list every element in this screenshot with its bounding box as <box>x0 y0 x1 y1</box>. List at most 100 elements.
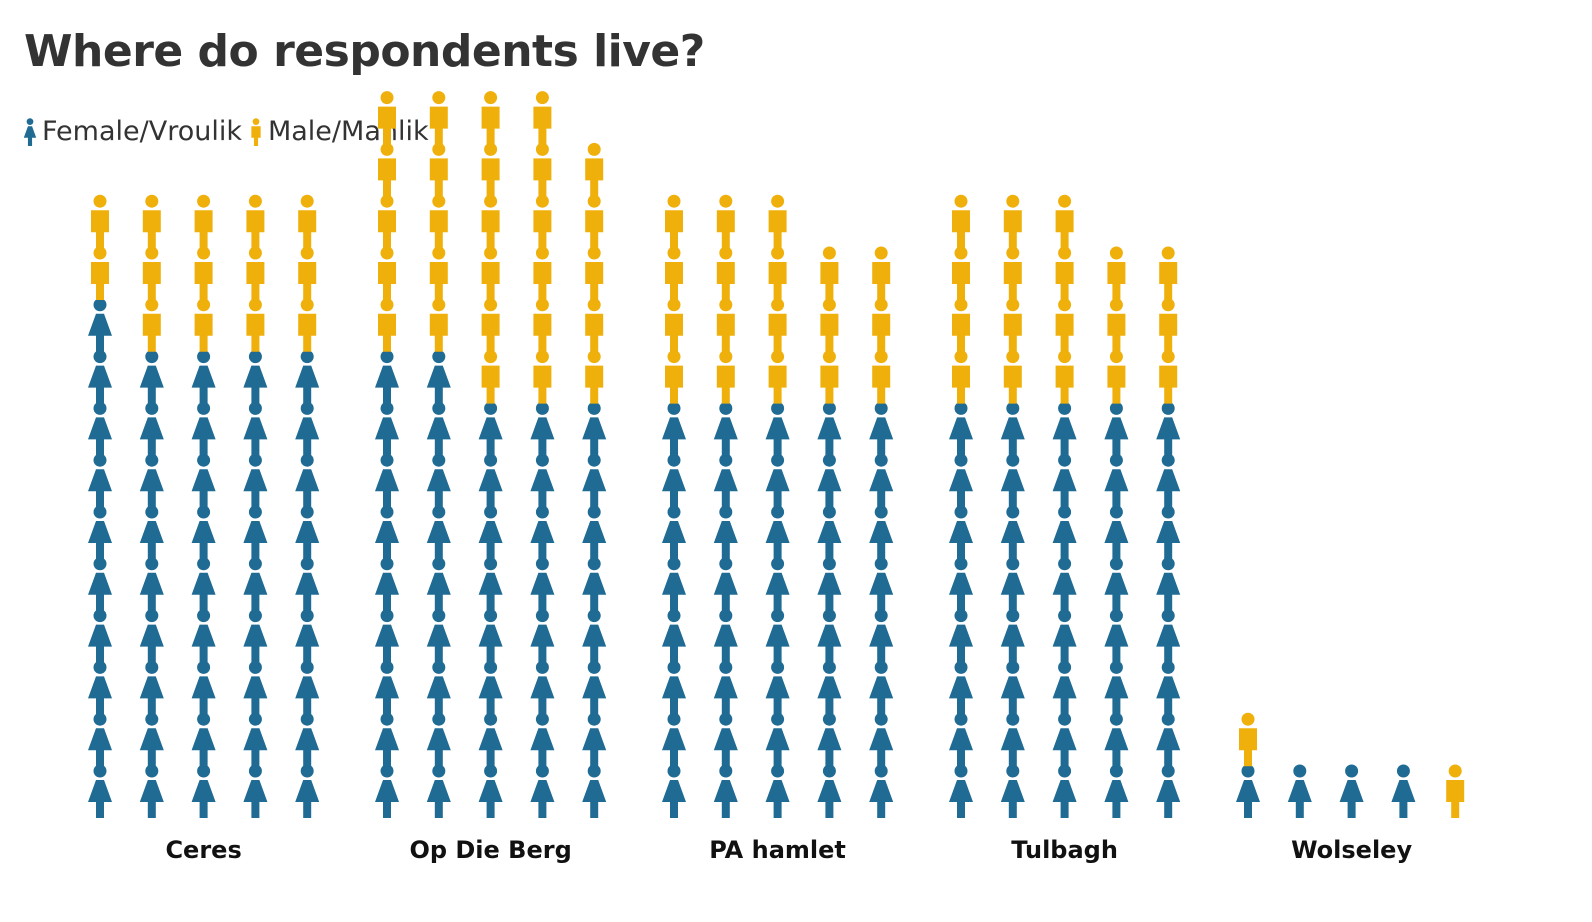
male-unit-pa-hamlet-55 <box>872 246 891 300</box>
female-unit-ceres-36 <box>88 401 112 456</box>
female-unit-ceres-21 <box>88 557 112 611</box>
female-unit-pa-hamlet-23 <box>765 557 790 611</box>
male-unit-ceres-51 <box>91 246 109 300</box>
male-unit-op-die-berg-56 <box>378 194 396 249</box>
female-unit-tulbagh-28 <box>1052 505 1077 559</box>
male-unit-tulbagh-57 <box>1003 194 1022 249</box>
category-label-wolseley: Wolseley <box>1291 836 1412 864</box>
female-unit-ceres-19 <box>243 609 268 663</box>
male-unit-tulbagh-41 <box>952 350 970 404</box>
female-unit-op-die-berg-38 <box>478 401 503 456</box>
female-unit-wolseley-2 <box>1287 764 1312 818</box>
female-unit-ceres-8 <box>191 712 216 767</box>
female-unit-tulbagh-4 <box>1104 764 1129 818</box>
male-unit-ceres-48 <box>194 298 213 352</box>
male-unit-ceres-49 <box>246 298 265 352</box>
male-unit-pa-hamlet-49 <box>820 298 839 352</box>
male-unit-op-die-berg-52 <box>429 246 448 300</box>
male-unit-ceres-57 <box>142 194 161 249</box>
male-unit-tulbagh-56 <box>952 194 970 249</box>
female-unit-ceres-2 <box>139 764 164 818</box>
female-unit-tulbagh-15 <box>1156 660 1181 715</box>
male-unit-tulbagh-49 <box>1107 298 1126 352</box>
legend-item-female: Female/Vroulik <box>22 116 242 147</box>
female-unit-ceres-29 <box>243 505 268 559</box>
male-person-icon <box>251 117 261 146</box>
female-unit-op-die-berg-21 <box>375 557 399 611</box>
male-unit-op-die-berg-50 <box>585 298 604 352</box>
female-unit-ceres-38 <box>191 401 216 456</box>
male-unit-tulbagh-47 <box>1003 298 1022 352</box>
female-unit-tulbagh-5 <box>1156 764 1181 818</box>
male-unit-pa-hamlet-50 <box>872 298 891 352</box>
female-unit-wolseley-1 <box>1236 764 1260 818</box>
female-unit-tulbagh-13 <box>1052 660 1077 715</box>
female-unit-op-die-berg-41 <box>375 350 399 404</box>
male-unit-tulbagh-45 <box>1159 350 1178 404</box>
male-unit-op-die-berg-58 <box>481 194 500 249</box>
female-unit-op-die-berg-13 <box>478 660 503 715</box>
male-unit-wolseley-5 <box>1446 764 1465 818</box>
female-unit-op-die-berg-19 <box>530 609 555 663</box>
female-unit-pa-hamlet-6 <box>662 712 686 767</box>
female-unit-tulbagh-16 <box>949 609 973 663</box>
female-unit-ceres-26 <box>88 505 112 559</box>
male-unit-tulbagh-53 <box>1055 246 1074 300</box>
female-unit-pa-hamlet-4 <box>817 764 842 818</box>
male-unit-pa-hamlet-51 <box>665 246 683 300</box>
female-unit-pa-hamlet-25 <box>869 557 894 611</box>
male-unit-ceres-55 <box>298 246 317 300</box>
female-unit-ceres-7 <box>139 712 164 767</box>
male-unit-pa-hamlet-57 <box>716 194 735 249</box>
female-unit-pa-hamlet-1 <box>662 764 686 818</box>
female-unit-op-die-berg-1 <box>375 764 399 818</box>
female-unit-tulbagh-22 <box>1000 557 1025 611</box>
female-unit-tulbagh-6 <box>949 712 973 767</box>
female-unit-op-die-berg-25 <box>582 557 607 611</box>
male-unit-tulbagh-51 <box>952 246 970 300</box>
female-unit-pa-hamlet-37 <box>713 401 738 456</box>
female-unit-tulbagh-17 <box>1000 609 1025 663</box>
female-unit-tulbagh-34 <box>1104 453 1129 508</box>
female-unit-op-die-berg-18 <box>478 609 503 663</box>
female-unit-ceres-12 <box>139 660 164 715</box>
category-group-wolseley <box>1236 712 1465 818</box>
female-unit-tulbagh-7 <box>1000 712 1025 767</box>
male-unit-ceres-53 <box>194 246 213 300</box>
female-unit-ceres-42 <box>139 350 164 404</box>
female-unit-pa-hamlet-35 <box>869 453 894 508</box>
female-unit-ceres-30 <box>295 505 320 559</box>
female-unit-ceres-25 <box>295 557 320 611</box>
female-unit-tulbagh-31 <box>949 453 973 508</box>
female-unit-ceres-37 <box>139 401 164 456</box>
female-unit-pa-hamlet-36 <box>662 401 686 456</box>
female-unit-op-die-berg-28 <box>478 505 503 559</box>
female-unit-pa-hamlet-15 <box>869 660 894 715</box>
female-unit-ceres-17 <box>139 609 164 663</box>
female-unit-ceres-6 <box>88 712 112 767</box>
category-group-ceres <box>88 194 320 818</box>
female-unit-op-die-berg-15 <box>582 660 607 715</box>
female-unit-ceres-11 <box>88 660 112 715</box>
female-unit-op-die-berg-11 <box>375 660 399 715</box>
male-unit-op-die-berg-53 <box>481 246 500 300</box>
female-unit-op-die-berg-20 <box>582 609 607 663</box>
female-unit-op-die-berg-29 <box>530 505 555 559</box>
female-unit-pa-hamlet-34 <box>817 453 842 508</box>
male-unit-pa-hamlet-42 <box>716 350 735 404</box>
female-unit-tulbagh-19 <box>1104 609 1129 663</box>
male-unit-ceres-52 <box>142 246 161 300</box>
female-unit-op-die-berg-37 <box>426 401 451 456</box>
female-unit-tulbagh-24 <box>1104 557 1129 611</box>
female-unit-tulbagh-33 <box>1052 453 1077 508</box>
female-unit-ceres-10 <box>295 712 320 767</box>
male-unit-pa-hamlet-52 <box>716 246 735 300</box>
female-unit-op-die-berg-24 <box>530 557 555 611</box>
female-unit-op-die-berg-36 <box>375 401 399 456</box>
male-unit-ceres-50 <box>298 298 317 352</box>
female-unit-op-die-berg-6 <box>375 712 399 767</box>
female-unit-op-die-berg-7 <box>426 712 451 767</box>
female-unit-pa-hamlet-26 <box>662 505 686 559</box>
female-unit-ceres-35 <box>295 453 320 508</box>
female-unit-tulbagh-39 <box>1104 401 1129 456</box>
